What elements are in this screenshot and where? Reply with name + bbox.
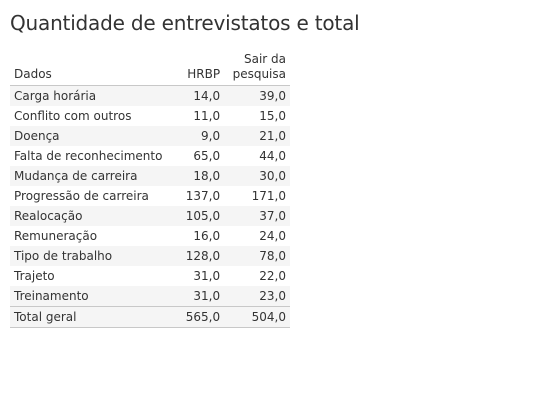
crosstab-table: Dados HRBP Sair da pesquisa Carga horári… [10, 52, 290, 328]
table-row: Realocação 105,0 37,0 [10, 206, 290, 226]
table-row: Doença 9,0 21,0 [10, 126, 290, 146]
table-row: Carga horária 14,0 39,0 [10, 85, 290, 106]
row-hrbp-value: 11,0 [162, 106, 225, 126]
row-label: Treinamento [10, 286, 163, 307]
header-row: Dados HRBP Sair da pesquisa [10, 52, 290, 86]
row-label: Tipo de trabalho [10, 246, 163, 266]
row-label: Falta de reconhecimento [10, 146, 163, 166]
table-row: Mudança de carreira 18,0 30,0 [10, 166, 290, 186]
table-row: Trajeto 31,0 22,0 [10, 266, 290, 286]
row-sair-value: 24,0 [224, 226, 290, 246]
row-sair-value: 37,0 [224, 206, 290, 226]
row-hrbp-value: 18,0 [162, 166, 225, 186]
row-hrbp-value: 137,0 [162, 186, 225, 206]
row-hrbp-value: 14,0 [162, 85, 225, 106]
row-sair-value: 44,0 [224, 146, 290, 166]
total-label: Total geral [10, 306, 163, 328]
header-dados: Dados [10, 52, 163, 86]
table-row: Remuneração 16,0 24,0 [10, 226, 290, 246]
row-hrbp-value: 65,0 [162, 146, 225, 166]
total-row: Total geral 565,0 504,0 [10, 306, 290, 328]
header-sair-line-2: pesquisa [232, 67, 286, 81]
header-sair-da-pesquisa: Sair da pesquisa [224, 52, 290, 86]
total-hrbp-value: 565,0 [162, 306, 225, 328]
table-row: Conflito com outros 11,0 15,0 [10, 106, 290, 126]
row-sair-value: 171,0 [224, 186, 290, 206]
row-label: Doença [10, 126, 163, 146]
table-row: Tipo de trabalho 128,0 78,0 [10, 246, 290, 266]
row-hrbp-value: 9,0 [162, 126, 225, 146]
row-hrbp-value: 31,0 [162, 266, 225, 286]
header-hrbp: HRBP [162, 52, 225, 86]
total-sair-value: 504,0 [224, 306, 290, 328]
row-hrbp-value: 128,0 [162, 246, 225, 266]
row-hrbp-value: 16,0 [162, 226, 225, 246]
row-label: Carga horária [10, 85, 163, 106]
table-row: Progressão de carreira 137,0 171,0 [10, 186, 290, 206]
row-label: Remuneração [10, 226, 163, 246]
row-sair-value: 30,0 [224, 166, 290, 186]
row-label: Mudança de carreira [10, 166, 163, 186]
row-sair-value: 21,0 [224, 126, 290, 146]
row-sair-value: 22,0 [224, 266, 290, 286]
table-row: Falta de reconhecimento 65,0 44,0 [10, 146, 290, 166]
row-label: Trajeto [10, 266, 163, 286]
row-sair-value: 23,0 [224, 286, 290, 307]
page-title: Quantidade de entrevistatos e total [10, 11, 360, 35]
row-label: Realocação [10, 206, 163, 226]
row-sair-value: 39,0 [224, 85, 290, 106]
row-hrbp-value: 105,0 [162, 206, 225, 226]
row-sair-value: 15,0 [224, 106, 290, 126]
row-label: Conflito com outros [10, 106, 163, 126]
row-hrbp-value: 31,0 [162, 286, 225, 307]
table-row: Treinamento 31,0 23,0 [10, 286, 290, 307]
table-body: Carga horária 14,0 39,0 Conflito com outros… [10, 85, 290, 328]
row-label: Progressão de carreira [10, 186, 163, 206]
row-sair-value: 78,0 [224, 246, 290, 266]
header-sair-line-1: Sair da [243, 52, 286, 66]
